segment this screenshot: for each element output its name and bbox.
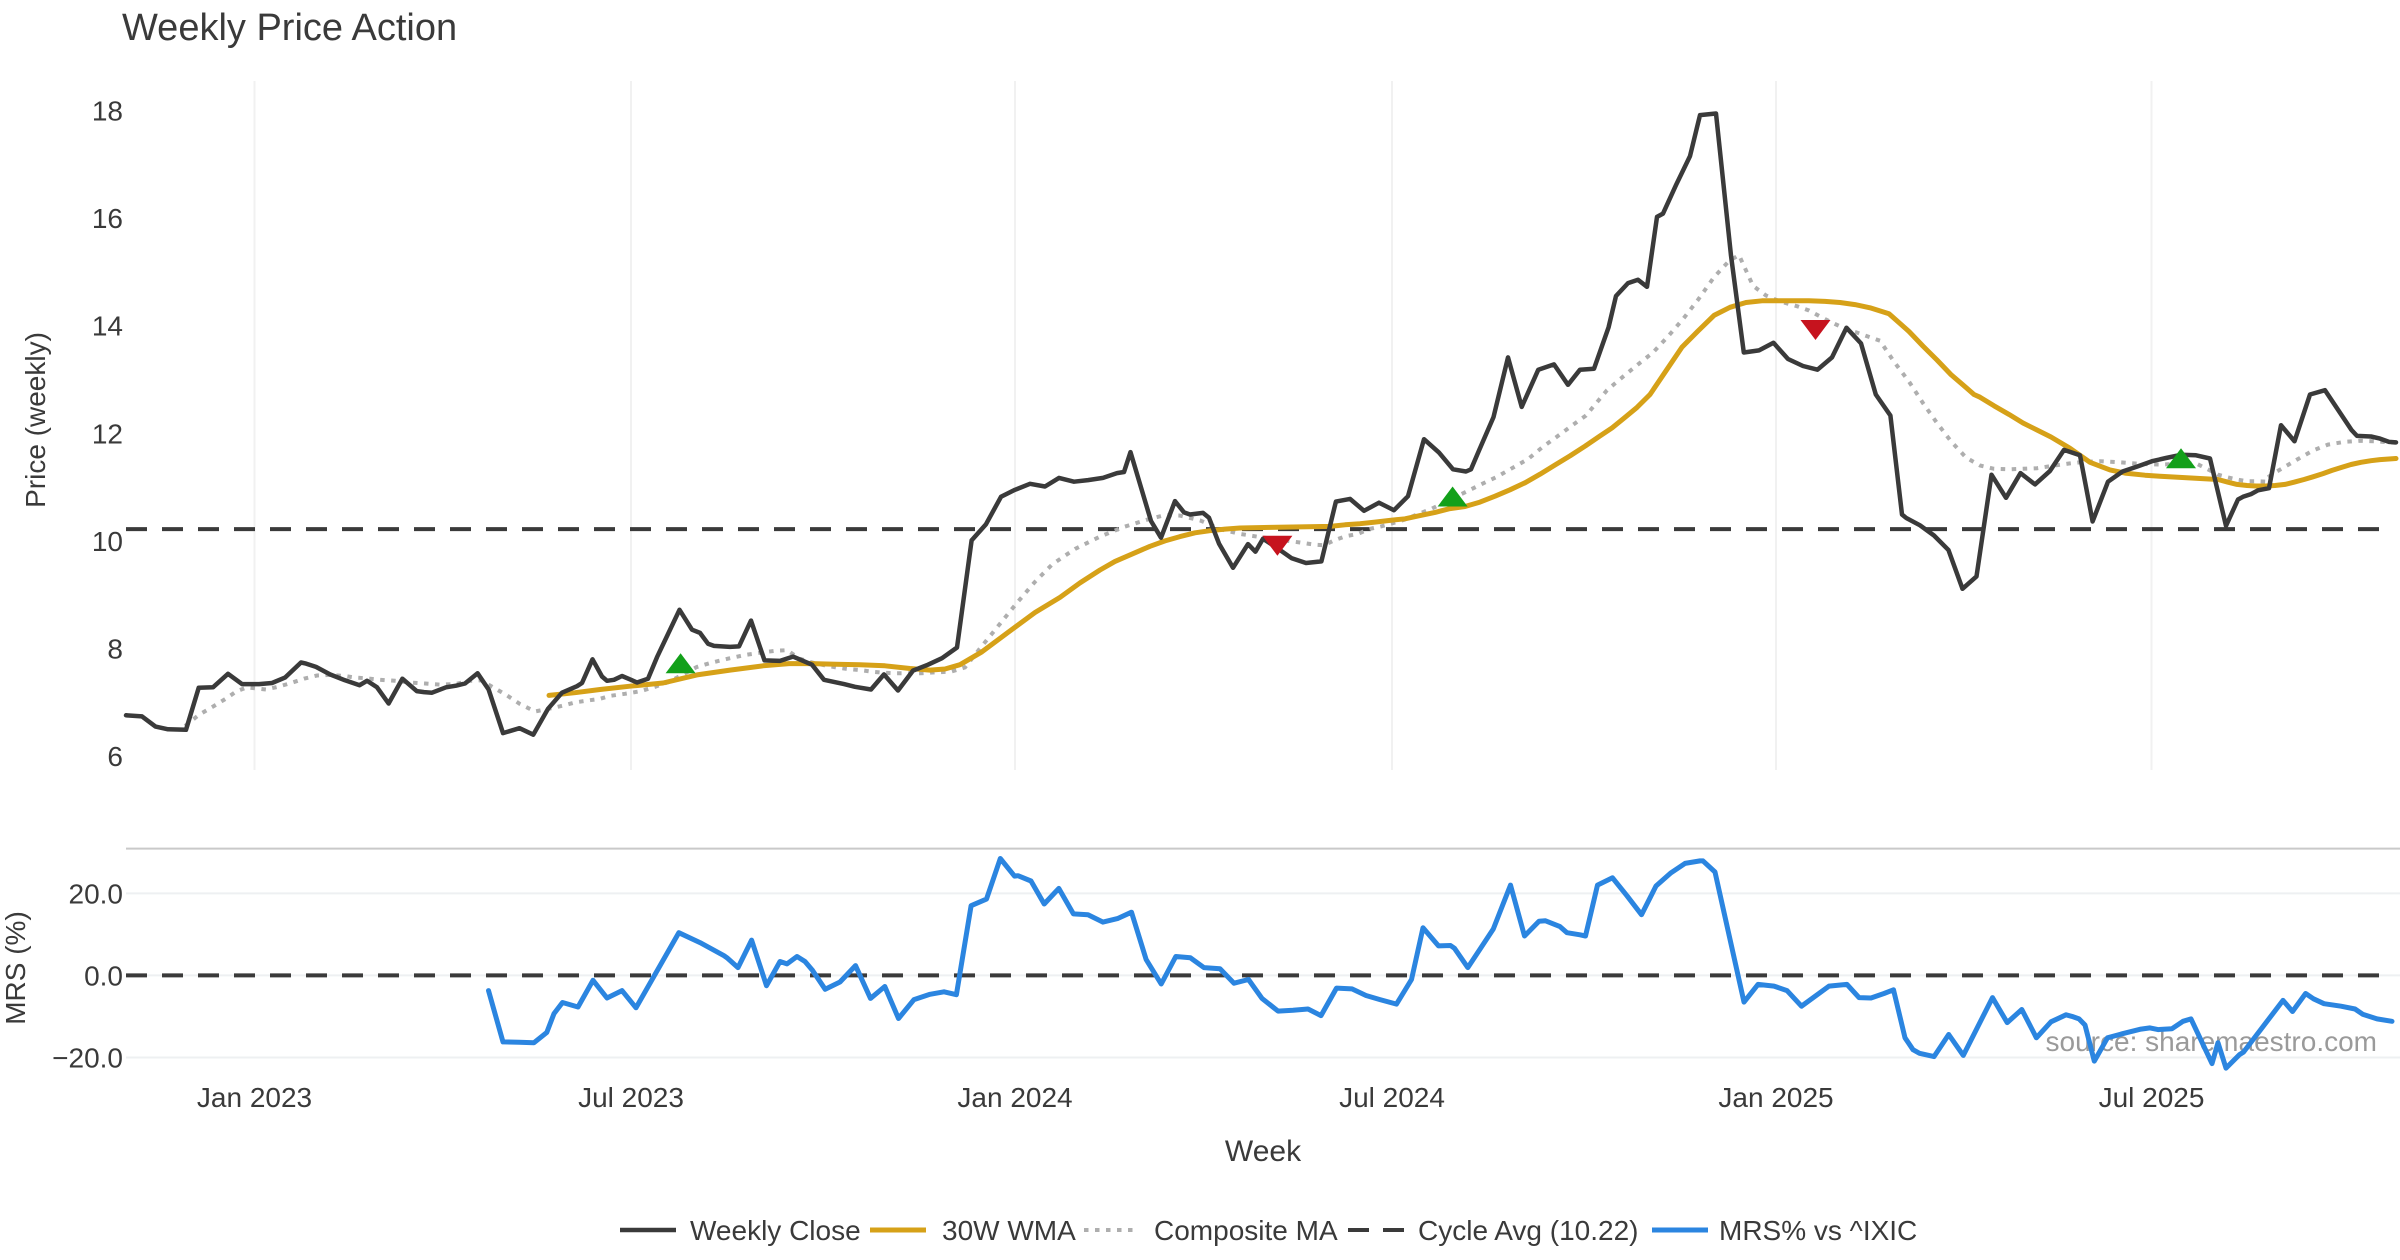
svg-text:Jan 2025: Jan 2025: [1718, 1082, 1833, 1113]
svg-text:source: sharemaestro.com: source: sharemaestro.com: [2046, 1026, 2377, 1057]
svg-text:Cycle Avg (10.22): Cycle Avg (10.22): [1418, 1215, 1639, 1246]
svg-text:MRS% vs ^IXIC: MRS% vs ^IXIC: [1719, 1215, 1917, 1246]
svg-text:Jul 2023: Jul 2023: [578, 1082, 684, 1113]
svg-text:16: 16: [92, 203, 123, 234]
svg-text:20.0: 20.0: [69, 878, 124, 909]
svg-text:0.0: 0.0: [84, 960, 123, 991]
svg-text:Week: Week: [1225, 1135, 1302, 1168]
svg-text:Weekly Close: Weekly Close: [690, 1215, 861, 1246]
svg-text:Weekly Price Action: Weekly Price Action: [122, 7, 457, 49]
svg-text:30W WMA: 30W WMA: [942, 1215, 1076, 1246]
svg-text:12: 12: [92, 418, 123, 449]
svg-text:Price (weekly): Price (weekly): [20, 332, 51, 508]
svg-text:8: 8: [107, 634, 123, 665]
svg-text:MRS (%): MRS (%): [0, 911, 31, 1025]
svg-text:Jul 2024: Jul 2024: [1339, 1082, 1445, 1113]
svg-text:−20.0: −20.0: [52, 1043, 123, 1074]
svg-text:10: 10: [92, 526, 123, 557]
svg-text:Jul 2025: Jul 2025: [2099, 1082, 2205, 1113]
svg-text:Jan 2024: Jan 2024: [957, 1082, 1072, 1113]
svg-text:Jan 2023: Jan 2023: [197, 1082, 312, 1113]
svg-text:18: 18: [92, 95, 123, 126]
svg-text:Composite MA: Composite MA: [1154, 1215, 1338, 1246]
svg-text:14: 14: [92, 311, 123, 342]
svg-text:6: 6: [107, 741, 123, 772]
